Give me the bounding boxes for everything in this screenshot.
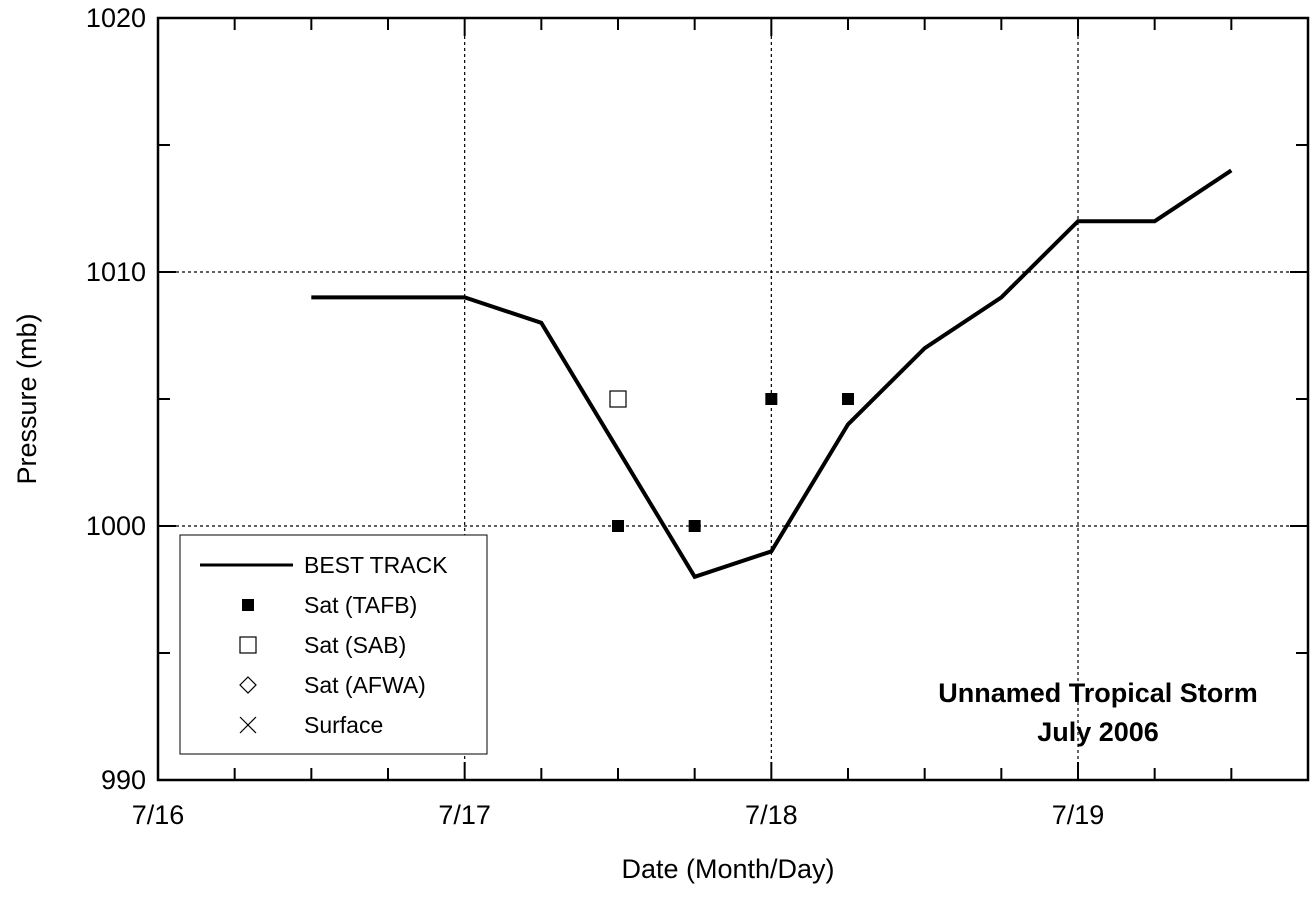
- legend-label: Sat (SAB): [304, 632, 406, 658]
- annotation-line-1: Unnamed Tropical Storm: [938, 678, 1258, 708]
- x-tick-label: 7/19: [1052, 800, 1105, 830]
- legend-swatch: [239, 716, 257, 734]
- legend-label: BEST TRACK: [304, 552, 448, 578]
- data-point: [612, 520, 624, 532]
- legend-label: Sat (TAFB): [304, 592, 417, 618]
- x-tick-label: 7/17: [438, 800, 491, 830]
- y-axis-title: Pressure (mb): [12, 313, 42, 484]
- legend-swatch: [239, 636, 257, 654]
- legend-swatch: [242, 599, 254, 611]
- tick-labels: 7/16 7/17 7/18 7/19 990 1000 1010 1020: [86, 3, 1104, 830]
- data-point: [765, 393, 778, 405]
- data-point: [609, 390, 627, 408]
- legend-swatch: [239, 676, 257, 694]
- best-track-line: [311, 168, 1233, 580]
- legend-box: [179, 534, 488, 755]
- x-tick-label: 7/16: [132, 800, 185, 830]
- annotation-line-2: July 2006: [1037, 717, 1159, 747]
- data-point: [842, 393, 854, 405]
- y-tick-label: 990: [101, 765, 146, 795]
- legend: BEST TRACK Sat (TAFB) Sat (SAB) Sat (AFWA) S…: [179, 534, 488, 755]
- legend-items: BEST TRACK Sat (TAFB) Sat (SAB) Sat (AFWA) S…: [200, 552, 448, 738]
- legend-label: Surface: [304, 712, 383, 738]
- data-point: [688, 520, 701, 532]
- annotation: Unnamed Tropical Storm July 2006: [938, 678, 1258, 747]
- legend-label: Sat (AFWA): [304, 672, 426, 698]
- plot-frame: [156, 16, 1310, 782]
- series-layer: [311, 168, 1233, 580]
- y-tick-label: 1020: [86, 3, 146, 33]
- y-tick-label: 1010: [86, 257, 146, 287]
- x-tick-label: 7/18: [745, 800, 798, 830]
- y-tick-label: 1000: [86, 511, 146, 541]
- x-axis-title: Date (Month/Day): [621, 854, 834, 884]
